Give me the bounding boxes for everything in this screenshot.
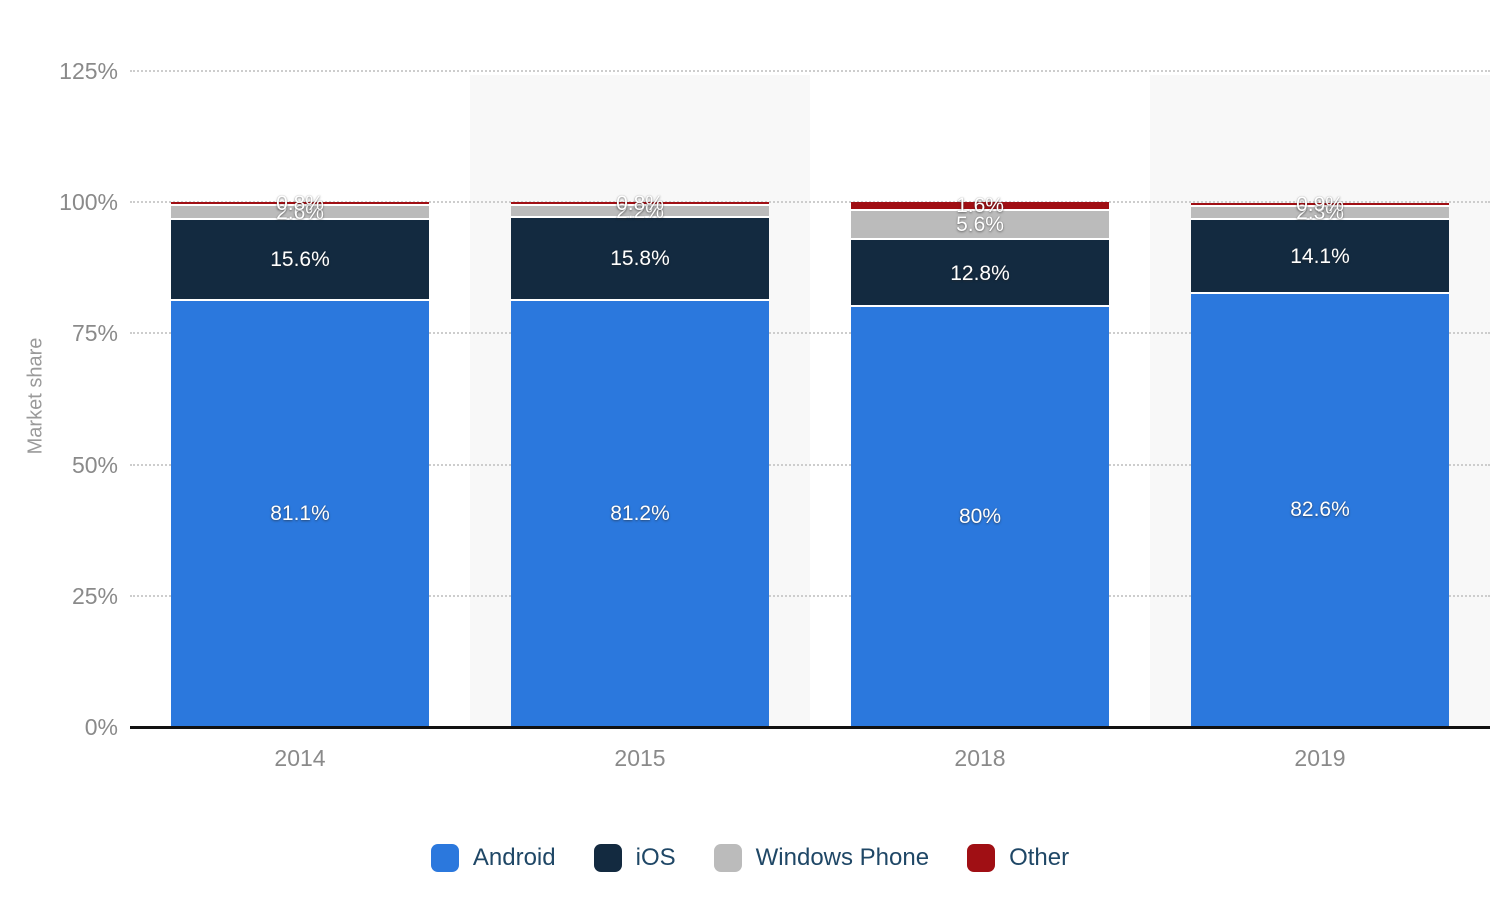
x-tick-label-2014: 2014 — [274, 745, 326, 771]
bar-segment-windows-phone-2014[interactable] — [171, 205, 429, 220]
value-label-windows-phone-2019: 2.3% — [1296, 201, 1344, 225]
bar-segment-android-2018[interactable] — [851, 307, 1109, 727]
x-tick-label-2015: 2015 — [614, 745, 666, 771]
value-label-android-2015: 81.2% — [610, 501, 670, 525]
y-tick-label-25: 25% — [71, 582, 118, 609]
bar-segment-ios-2019[interactable] — [1191, 219, 1449, 294]
value-label-ios-2018: 12.8% — [950, 261, 1010, 285]
value-label-windows-phone-2015: 2.2% — [616, 200, 664, 224]
bar-segment-android-2019[interactable] — [1191, 293, 1449, 727]
x-axis-baseline — [130, 726, 1490, 729]
legend-label-android: Android — [472, 844, 556, 871]
bar-segment-ios-2014[interactable] — [171, 219, 429, 302]
bar-segment-ios-2015[interactable] — [511, 217, 769, 301]
legend-swatch-ios — [593, 844, 622, 872]
legend-item-android[interactable]: Android — [430, 844, 556, 872]
y-tick-label-75: 75% — [71, 320, 118, 347]
bar-segment-windows-phone-2018[interactable] — [851, 210, 1109, 240]
y-axis-title: Market share — [24, 337, 47, 455]
bar-segment-ios-2018[interactable] — [851, 239, 1109, 308]
bar-segment-other-2015[interactable] — [511, 202, 769, 207]
legend-item-ios[interactable]: iOS — [593, 844, 676, 872]
y-tick-label-50: 50% — [71, 451, 118, 478]
value-label-windows-phone-2014: 2.6% — [276, 200, 324, 224]
value-label-other-2014: 0.8% — [276, 191, 324, 215]
value-label-android-2019: 82.6% — [1290, 498, 1350, 522]
legend-item-other[interactable]: Other — [967, 844, 1069, 872]
bar-segment-android-2014[interactable] — [171, 301, 429, 727]
gridline-125 — [130, 70, 1490, 72]
x-tick-label-2018: 2018 — [954, 745, 1006, 771]
legend-swatch-android — [430, 844, 459, 872]
legend-item-windows-phone[interactable]: Windows Phone — [713, 844, 930, 872]
y-tick-label-100: 100% — [59, 189, 118, 216]
legend: Android iOS Windows Phone Other — [0, 844, 1500, 872]
legend-label-ios: iOS — [635, 844, 676, 871]
value-label-ios-2015: 15.8% — [610, 247, 670, 271]
value-label-ios-2014: 15.6% — [270, 248, 330, 272]
bar-segment-android-2015[interactable] — [511, 300, 769, 727]
bar-segment-other-2018[interactable] — [851, 202, 1109, 211]
legend-swatch-windows-phone — [713, 844, 742, 872]
value-label-android-2018: 80% — [958, 505, 1002, 529]
bar-segment-other-2014[interactable] — [171, 201, 429, 206]
gridline-25 — [130, 594, 1490, 597]
gridline-75 — [130, 332, 1490, 335]
value-label-windows-phone-2018: 5.6% — [956, 213, 1004, 237]
legend-label-other: Other — [1009, 844, 1070, 871]
x-tick-label-2019: 2019 — [1294, 745, 1346, 771]
value-label-other-2018: 1.6% — [956, 194, 1004, 218]
value-label-other-2019: 0.9% — [1296, 193, 1344, 217]
legend-swatch-other — [967, 844, 996, 872]
value-label-android-2014: 81.1% — [270, 502, 330, 526]
bar-segment-other-2019[interactable] — [1191, 202, 1449, 208]
value-label-ios-2019: 14.1% — [1290, 244, 1350, 268]
y-tick-label-0: 0% — [84, 714, 118, 740]
value-label-other-2015: 0.8% — [616, 192, 664, 216]
y-tick-label-125: 125% — [59, 58, 118, 84]
gridline-50 — [130, 463, 1490, 466]
gridline-100 — [130, 201, 1490, 204]
legend-label-windows-phone: Windows Phone — [755, 844, 930, 871]
bar-segment-windows-phone-2019[interactable] — [1191, 207, 1449, 220]
bar-segment-windows-phone-2015[interactable] — [511, 206, 769, 218]
